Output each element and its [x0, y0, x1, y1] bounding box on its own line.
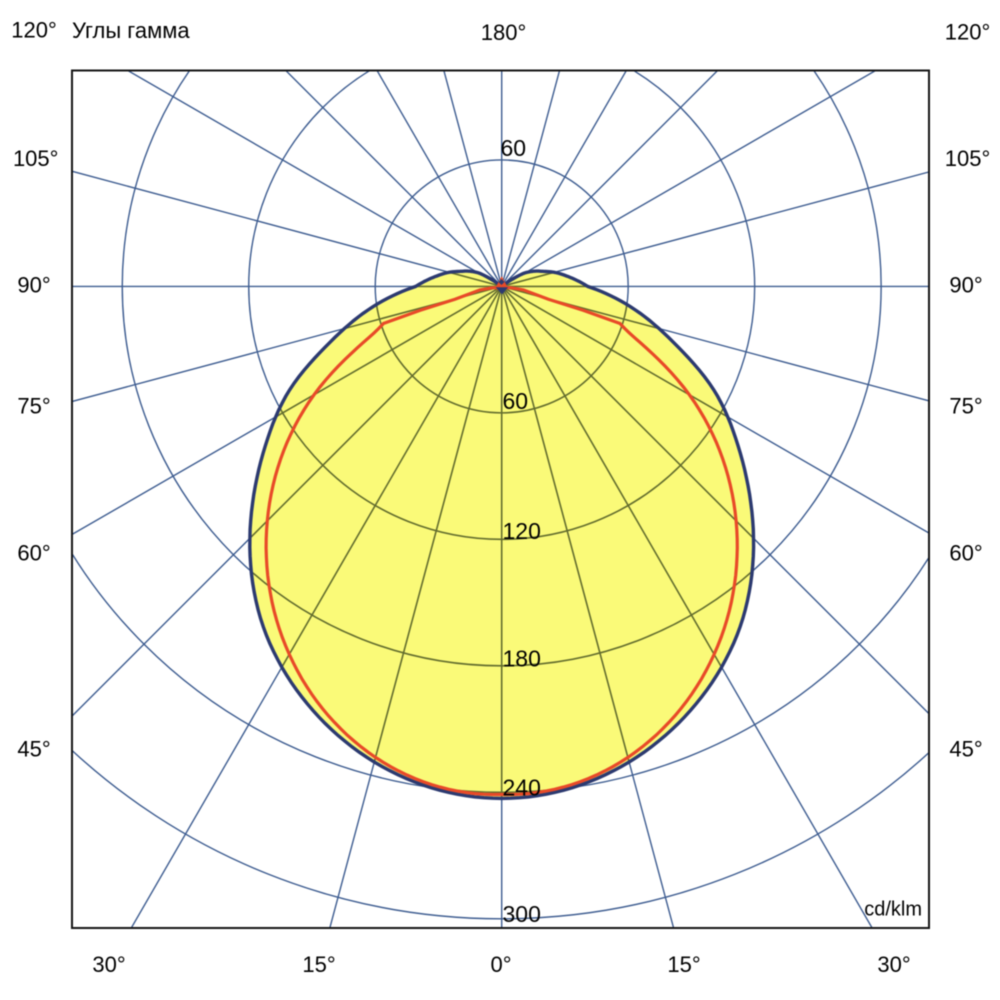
svg-text:60°: 60°	[17, 541, 50, 566]
svg-text:60: 60	[503, 388, 529, 414]
svg-text:240: 240	[503, 775, 541, 801]
svg-text:120°: 120°	[11, 18, 57, 43]
svg-text:15°: 15°	[667, 952, 700, 977]
svg-text:45°: 45°	[17, 737, 50, 762]
svg-text:30°: 30°	[92, 952, 125, 977]
svg-text:180: 180	[503, 645, 541, 671]
svg-text:75°: 75°	[949, 394, 982, 419]
svg-text:300: 300	[503, 901, 541, 927]
svg-text:90°: 90°	[17, 273, 50, 298]
svg-text:Углы гамма: Углы гамма	[72, 18, 190, 43]
svg-text:180°: 180°	[481, 20, 527, 45]
svg-text:15°: 15°	[302, 952, 335, 977]
svg-text:60: 60	[501, 135, 527, 161]
svg-text:60°: 60°	[949, 541, 982, 566]
svg-text:30°: 30°	[877, 952, 910, 977]
svg-text:cd/klm: cd/klm	[864, 899, 922, 921]
svg-text:75°: 75°	[17, 394, 50, 419]
svg-text:120°: 120°	[945, 20, 991, 45]
svg-text:105°: 105°	[13, 146, 59, 171]
svg-text:120: 120	[503, 518, 541, 544]
svg-text:90°: 90°	[949, 273, 982, 298]
svg-text:45°: 45°	[949, 737, 982, 762]
svg-text:0°: 0°	[490, 952, 511, 977]
svg-text:105°: 105°	[945, 146, 991, 171]
